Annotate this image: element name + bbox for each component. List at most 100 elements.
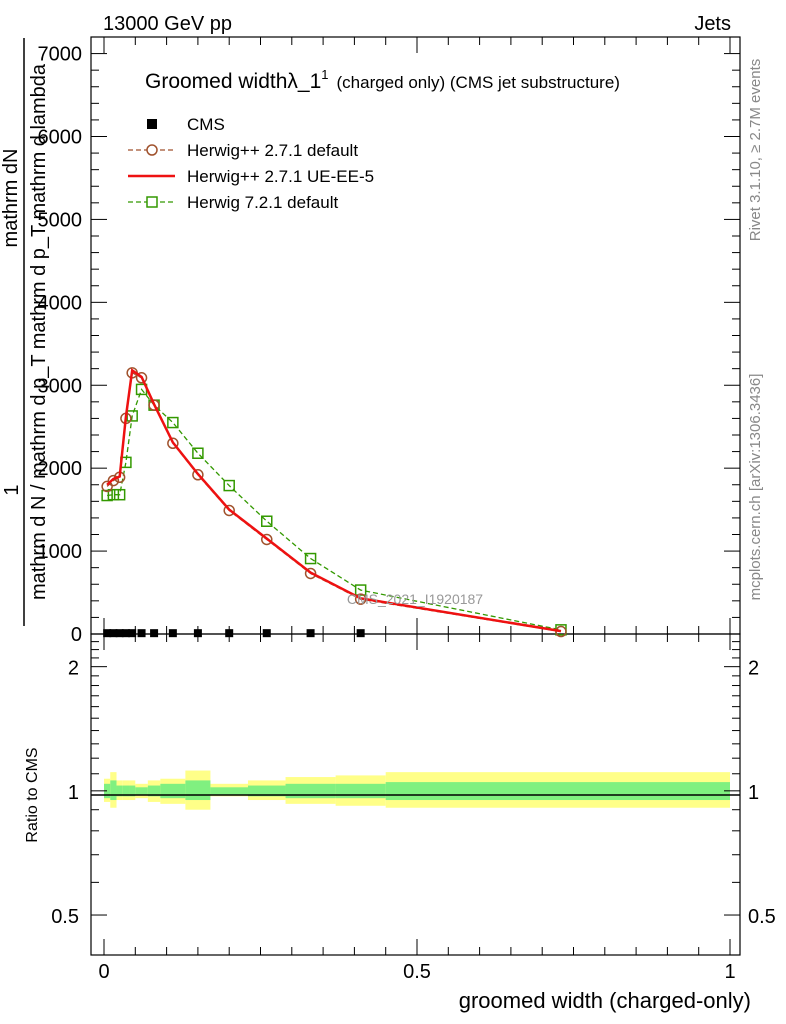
y-tick-label: 7000 [38,44,83,66]
y-label-top: 1 [1,484,23,495]
ratio-y-tick-label-right: 1 [748,782,759,804]
ratio-y-tick-label: 2 [68,658,79,680]
category-label: Jets [694,13,731,35]
data-point [261,515,273,527]
series-line [106,371,562,633]
data-point [304,552,317,565]
data-point [107,474,120,487]
data-point [109,629,118,638]
data-point [113,488,126,501]
x-axis-label: groomed width (charged-only) [459,988,751,1013]
y-tick-label: 4000 [38,292,83,314]
data-point [115,629,124,638]
series-line [106,368,562,633]
data-point [304,567,317,580]
ratio-y-tick-label-right: 0.5 [748,906,776,928]
y-tick-label: 0 [71,624,82,646]
ratio-y-tick-label: 0.5 [51,906,79,928]
ratio-y-tick-label-right: 2 [748,658,759,680]
main-y-label: 1 mathrm dN mathrm d N / mathrm d p_T ma… [0,38,50,626]
ratio-axis-ticks: 0.5 0.5 1 1 2 2 [51,641,776,928]
series-line [107,388,562,631]
data-point [223,479,235,492]
chart-title-main: Groomed widthλ_1 [145,70,321,93]
x-axis-ticks: 0 0.5 1 [98,37,736,983]
chart-title: Groomed widthλ_11 (charged only) (CMS jet… [145,67,620,93]
ratio-band-stat [385,782,730,801]
data-point [101,480,113,493]
data-point [356,629,365,638]
legend-marker [146,196,158,208]
ratio-band-stat [104,783,111,799]
data-point [137,629,146,638]
ratio-band-stat [135,787,148,795]
data-point [103,629,112,638]
data-point [101,489,113,502]
data-point [135,372,148,384]
ratio-band-stat [116,785,123,797]
data-point [223,504,235,517]
ratio-band-stat [185,780,211,801]
ratio-band-stat [122,785,130,797]
legend-item: Herwig++ 2.7.1 UE-EE-5 [128,167,374,186]
data-point [193,629,202,638]
x-tick-label: 0.5 [403,961,431,983]
data-point [261,533,273,546]
legend: CMS Herwig++ 2.7.1 default Herwig++ 2.7.1 … [128,115,374,212]
data-point [121,629,130,638]
ratio-band-stat [110,780,117,801]
ratio-band-stat [335,783,386,799]
data-point [306,629,315,638]
x-tick-label: 1 [724,961,735,983]
ratio-band-stat [160,783,186,799]
legend-item: CMS [147,115,225,134]
ratio-band-stat [210,787,248,795]
analysis-watermark: CMS_2021_I1920187 [347,591,483,607]
data-point [354,584,367,596]
data-point [192,469,204,481]
legend-marker [146,144,158,156]
legend-label: Herwig++ 2.7.1 default [187,141,358,160]
data-point [167,437,179,450]
y-label-denominator: mathrm d N / mathrm d p_T mathrm d p_T m… [28,63,50,600]
data-point [148,399,160,411]
ratio-band-stat [247,785,286,797]
data-point [167,416,179,429]
energy-label: 13000 GeV pp [103,13,232,35]
legend-label: Herwig 7.2.1 default [187,193,338,212]
data-point [225,629,234,638]
series-1 [101,367,567,638]
ratio-y-label: Ratio to CMS [24,747,41,842]
y-tick-label: 1000 [38,541,83,563]
mcplots-reference-text: mcplots.cern.ch [arXiv:1306.3436] [747,374,764,601]
ratio-band-stat [285,783,336,799]
chart-subtitle: (charged only) (CMS jet substructure) [337,73,620,92]
y-tick-label: 2000 [38,458,83,480]
legend-item: Herwig 7.2.1 default [128,193,338,212]
data-point [128,629,137,638]
y-tick-label: 5000 [38,209,83,231]
data-point [262,629,271,638]
legend-item: Herwig++ 2.7.1 default [128,141,358,160]
chart-title-superscript: 1 [321,67,328,82]
series-0 [103,629,365,638]
y-tick-label: 3000 [38,375,83,397]
rivet-version-text: Rivet 3.1.10, ≥ 2.7M events [747,59,764,242]
ratio-band-stat [147,785,161,797]
x-tick-label: 0 [98,961,109,983]
ratio-band-stat [129,785,136,797]
series-2 [106,368,562,633]
ratio-bands [104,770,730,810]
data-point [150,629,159,638]
y-label-numerator: mathrm dN [0,149,22,248]
main-axis-ticks: 0 1000 2000 3000 4000 5000 6000 7000 [38,36,740,646]
data-point [192,447,204,459]
legend-label: Herwig++ 2.7.1 UE-EE-5 [187,167,374,186]
series-3 [101,383,567,636]
ratio-y-tick-label: 1 [68,782,79,804]
y-tick-label: 6000 [38,127,83,149]
legend-marker [147,119,157,129]
data-point [168,629,177,638]
data-point [107,488,120,501]
